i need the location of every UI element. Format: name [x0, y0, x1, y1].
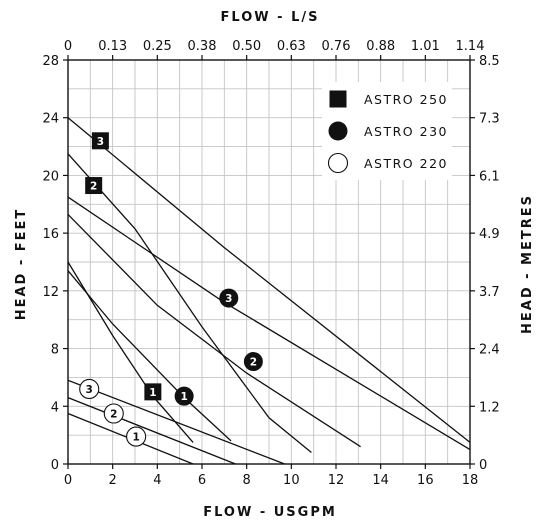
y2-tick-label: 2.4	[479, 343, 500, 358]
series-line-astro-230-speed-2	[67, 213, 361, 448]
curve-label-marker-text: 3	[86, 384, 93, 396]
x2-tick-label: 0.88	[366, 39, 395, 54]
series-line-astro-220-speed-3	[67, 379, 285, 465]
curve-label-marker-shape	[79, 378, 100, 400]
y2-tick-label: 0	[479, 458, 487, 473]
legend-label: ASTRO 250	[364, 92, 448, 107]
curve-label-marker-text: 3	[225, 293, 232, 305]
y-tick-label: 12	[42, 285, 59, 300]
curve-label-marker-text: 2	[90, 181, 97, 193]
curve-label-marker: 3	[91, 132, 109, 150]
x2-tick-label: 0.76	[322, 39, 351, 54]
curve-label-marker: 3	[79, 378, 100, 400]
curve-label-marker: 1	[126, 426, 147, 447]
x2-tick-label: 0	[64, 39, 72, 54]
x2-tick-label: 0.13	[98, 39, 127, 54]
y-tick-label: 0	[51, 458, 59, 473]
legend: ASTRO 250 ASTRO 230 ASTRO 220	[322, 82, 452, 180]
series-line-astro-250-speed-2	[67, 153, 312, 454]
curve-label-marker-shape	[103, 403, 124, 424]
x-tick-label: 8	[243, 473, 251, 488]
legend-marker	[329, 90, 347, 108]
legend-label: ASTRO 220	[364, 156, 448, 171]
x-tick-label: 6	[198, 473, 206, 488]
curve-label-marker: 3	[219, 288, 239, 308]
curve-label-marker-shape	[174, 386, 194, 406]
x-tick-label: 4	[153, 473, 161, 488]
curve-label-marker-shape	[91, 132, 109, 150]
y2-tick-label: 7.3	[479, 112, 500, 127]
y-tick-label: 24	[42, 112, 59, 127]
x-tick-label: 2	[109, 473, 117, 488]
y-tick-label: 16	[42, 227, 59, 242]
curve-label-marker-shape	[126, 426, 147, 447]
legend-marker-shape	[327, 152, 349, 174]
curve-label-marker: 2	[103, 403, 124, 424]
legend-marker-shape	[329, 90, 347, 108]
legend-marker-shape	[328, 121, 348, 141]
y-axis-title: HEAD - FEET	[14, 208, 29, 321]
curve-label-marker-shape	[144, 383, 162, 401]
y2-tick-label: 3.7	[479, 285, 500, 300]
y2-tick-label: 8.5	[479, 54, 500, 69]
curve-label-marker-text: 2	[250, 357, 257, 369]
x2-tick-label: 0.63	[277, 39, 306, 54]
x-tick-label: 16	[417, 473, 434, 488]
x2-axis-title: FLOW - L/S	[221, 10, 320, 25]
x-tick-label: 10	[283, 473, 300, 488]
x-axis-title: FLOW - USGPM	[203, 505, 337, 520]
curve-label-marker: 2	[243, 352, 263, 372]
x2-tick-label: 0.50	[232, 39, 261, 54]
y2-axis-title: HEAD - METRES	[520, 194, 535, 334]
curve-label-marker-text: 1	[132, 432, 139, 444]
curve-label-marker-text: 3	[97, 136, 104, 148]
curve-label-marker-text: 1	[180, 391, 187, 403]
x2-tick-label: 1.01	[411, 39, 440, 54]
series-line-astro-220-speed-2	[67, 396, 236, 465]
series-line-astro-250-speed-1	[67, 261, 194, 443]
x-tick-label: 14	[372, 473, 389, 488]
curve-label-marker-shape	[85, 177, 103, 195]
curve-label-marker-shape	[219, 288, 239, 308]
x-tick-label: 0	[64, 473, 72, 488]
y-tick-label: 28	[42, 54, 59, 69]
legend-label: ASTRO 230	[364, 124, 448, 139]
curve-label-marker: 1	[144, 383, 162, 401]
curve-label-marker: 1	[174, 386, 194, 406]
y-tick-label: 20	[42, 169, 59, 184]
curve-label-marker-shape	[243, 352, 263, 372]
series-line-astro-250-speed-3	[67, 117, 471, 443]
legend-marker	[327, 152, 349, 174]
series-line-astro-230-speed-1	[67, 270, 232, 442]
y-tick-label: 4	[51, 400, 59, 415]
curve-label-marker-text: 1	[149, 387, 156, 399]
y2-tick-label: 1.2	[479, 400, 500, 415]
curve-labels: 3 2 1 3 2 1 3 2 1	[79, 132, 263, 447]
x-tick-label: 18	[462, 473, 479, 488]
legend-marker	[328, 121, 348, 141]
y2-tick-label: 6.1	[479, 169, 500, 184]
x2-tick-label: 0.25	[143, 39, 172, 54]
x-tick-label: 12	[328, 473, 345, 488]
y-tick-label: 8	[51, 343, 59, 358]
curve-label-marker-text: 2	[110, 409, 117, 421]
y2-tick-label: 4.9	[479, 227, 500, 242]
curve-label-marker: 2	[85, 177, 103, 195]
axis-ticks: 0 2 4 6 8 10 12 14 16 180 0.13 0.25 0.38 0.50 0.63 0.76…	[42, 39, 499, 488]
x2-tick-label: 1.14	[456, 39, 485, 54]
x2-tick-label: 0.38	[188, 39, 217, 54]
